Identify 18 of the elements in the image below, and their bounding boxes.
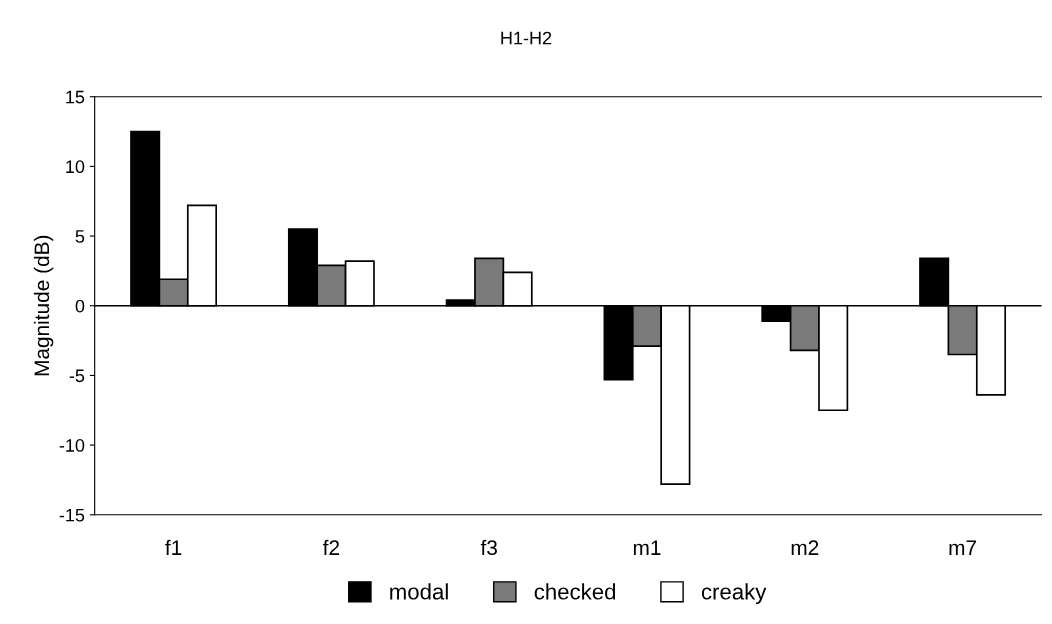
chart-title: H1-H2 [501, 31, 552, 45]
x-tick-label: m7 [949, 540, 977, 555]
x-tick-label: f1 [165, 539, 182, 555]
legend-label: creaky [701, 583, 767, 604]
y-tick-label: 15 [66, 90, 85, 104]
x-tick-label: m1 [633, 540, 661, 555]
x-tick-label: f2 [322, 539, 340, 555]
y-axis-title: Magnitude (dB) [33, 235, 54, 376]
y-tick-label: 0 [75, 299, 85, 313]
x-tick-label: m2 [791, 540, 819, 555]
legend-label: modal [390, 583, 448, 600]
y-tick-label: 10 [66, 160, 85, 174]
x-tick-label: f3 [480, 539, 497, 556]
y-tick-label: -10 [59, 439, 85, 452]
y-tick-label: -5 [69, 369, 85, 383]
y-tick-label: -15 [59, 508, 85, 522]
y-tick-label: 5 [75, 230, 85, 243]
legend-label: checked [534, 583, 616, 600]
